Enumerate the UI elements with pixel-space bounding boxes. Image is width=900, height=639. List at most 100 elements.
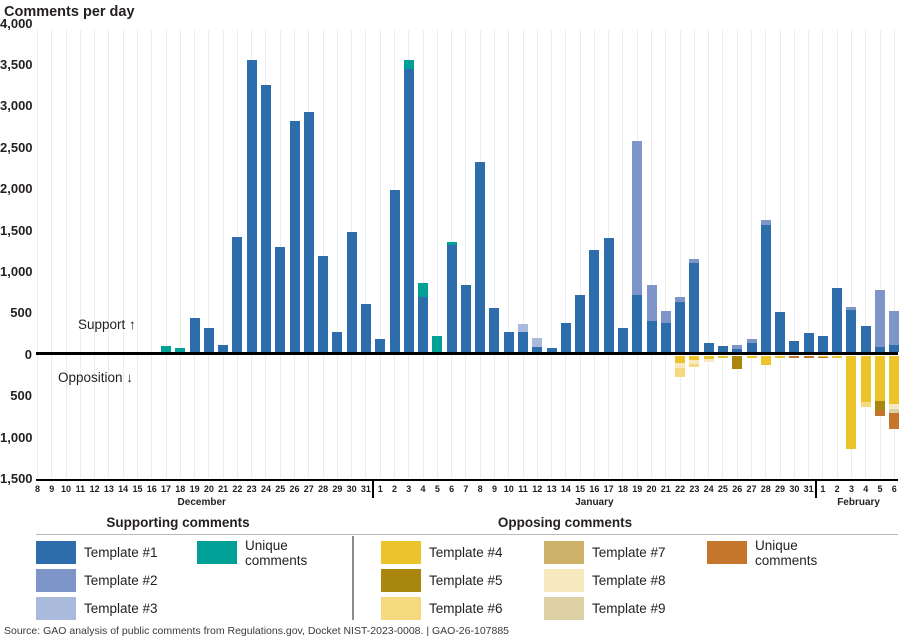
bar-segment-support-t1 xyxy=(560,322,571,353)
bar-segment-support-t1 xyxy=(846,309,857,353)
bar-segment-oppose-t6 xyxy=(689,363,700,368)
legend-swatch-t5 xyxy=(381,569,421,592)
day-gridline xyxy=(536,30,538,478)
bar-segment-oppose-uo xyxy=(875,409,886,416)
bar-segment-oppose-t4 xyxy=(703,355,714,359)
bar-segment-support-t1 xyxy=(518,331,529,353)
bar-segment-support-t1 xyxy=(389,190,400,353)
legend-swatch-t4 xyxy=(381,541,421,564)
bar-segment-oppose-t9 xyxy=(889,408,900,414)
bar-segment-support-t2 xyxy=(846,306,857,310)
bar-segment-oppose-t4 xyxy=(746,355,757,359)
bar-segment-oppose-uo xyxy=(889,413,900,430)
day-gridline xyxy=(679,30,681,478)
bar-segment-support-t2 xyxy=(746,339,757,343)
bar-segment-oppose-t4 xyxy=(817,355,828,357)
bar-segment-support-t2 xyxy=(889,310,900,346)
day-gridline xyxy=(751,30,752,478)
bar-segment-oppose-t5 xyxy=(875,401,886,410)
day-tick-label: 20 xyxy=(646,484,657,494)
day-gridline xyxy=(551,30,553,478)
bar-segment-support-t1 xyxy=(418,296,429,353)
day-tick-label: 29 xyxy=(775,484,786,494)
y-axis-tick-label: 2,500 xyxy=(0,139,33,155)
bar-segment-support-t1 xyxy=(360,303,371,353)
day-gridline xyxy=(465,30,467,478)
bar-segment-support-t1 xyxy=(346,231,357,353)
bar-segment-support-t2 xyxy=(675,296,686,302)
month-label: February xyxy=(837,497,880,508)
day-tick-label: 19 xyxy=(632,484,643,494)
day-tick-label: 16 xyxy=(146,484,157,494)
day-tick-label: 23 xyxy=(246,484,257,494)
bar-segment-support-t1 xyxy=(789,341,800,353)
day-tick-label: 1 xyxy=(377,484,383,494)
bar-segment-oppose-t6 xyxy=(860,401,871,407)
bar-segment-support-t1 xyxy=(460,284,471,353)
bar-segment-support-us xyxy=(418,282,429,297)
day-tick-label: 12 xyxy=(532,484,543,494)
day-tick-label: 4 xyxy=(863,484,869,494)
legend-label-t1: Template #1 xyxy=(84,545,158,560)
bar-segment-support-t1 xyxy=(232,237,243,353)
bar-segment-support-t1 xyxy=(503,331,514,353)
bar-segment-oppose-uo xyxy=(803,355,814,358)
bar-segment-support-t1 xyxy=(260,85,271,353)
day-tick-label: 18 xyxy=(175,484,186,494)
bar-segment-oppose-t4 xyxy=(875,355,886,402)
day-gridline xyxy=(108,30,110,478)
bar-segment-support-t1 xyxy=(732,348,743,353)
day-tick-label: 17 xyxy=(603,484,614,494)
month-label: January xyxy=(575,497,614,508)
bar-segment-support-t1 xyxy=(760,225,771,353)
day-tick-label: 19 xyxy=(189,484,200,494)
day-tick-label: 10 xyxy=(61,484,72,494)
y-axis-tick-label: 1,500 xyxy=(0,470,33,486)
bar-segment-support-t1 xyxy=(875,346,886,353)
bar-segment-support-t1 xyxy=(632,295,643,353)
day-gridline xyxy=(208,30,210,478)
day-gridline xyxy=(194,30,196,478)
day-tick-label: 4 xyxy=(420,484,426,494)
day-tick-label: 12 xyxy=(89,484,100,494)
legend-supporting-header: Supporting comments xyxy=(106,515,250,530)
day-gridline xyxy=(37,30,38,478)
day-tick-label: 3 xyxy=(406,484,412,494)
day-tick-label: 24 xyxy=(703,484,714,494)
day-tick-label: 26 xyxy=(732,484,743,494)
bar-segment-oppose-t6 xyxy=(675,367,686,377)
bar-segment-support-t2 xyxy=(875,290,886,347)
day-tick-label: 11 xyxy=(75,484,86,494)
bar-segment-oppose-t4 xyxy=(846,355,857,450)
bar-segment-oppose-t4 xyxy=(717,355,728,358)
bar-segment-support-t1 xyxy=(218,345,229,353)
day-gridline xyxy=(822,30,824,478)
bar-segment-support-t1 xyxy=(375,339,386,353)
day-tick-label: 30 xyxy=(346,484,357,494)
day-gridline xyxy=(793,30,795,478)
bar-segment-support-t1 xyxy=(860,326,871,353)
day-gridline xyxy=(565,30,567,478)
bar-segment-support-t1 xyxy=(189,317,200,353)
bar-segment-support-t1 xyxy=(717,346,728,353)
day-tick-label: 22 xyxy=(232,484,243,494)
y-axis-tick-label: 0 xyxy=(24,346,32,362)
day-gridline xyxy=(365,30,367,478)
day-gridline xyxy=(94,30,96,478)
day-gridline xyxy=(179,30,181,478)
day-tick-label: 27 xyxy=(303,484,314,494)
day-tick-label: 23 xyxy=(689,484,700,494)
day-tick-label: 6 xyxy=(449,484,455,494)
bar-segment-support-t1 xyxy=(803,332,814,353)
day-tick-label: 10 xyxy=(503,484,514,494)
bar-segment-oppose-t4 xyxy=(675,355,686,364)
bar-segment-support-t1 xyxy=(275,247,286,353)
bar-segment-support-t2 xyxy=(760,220,771,226)
zero-baseline xyxy=(36,352,898,355)
day-gridline xyxy=(79,30,81,478)
day-gridline xyxy=(508,30,510,478)
day-gridline xyxy=(579,30,581,478)
bar-segment-support-t1 xyxy=(817,335,828,353)
day-gridline xyxy=(165,30,167,478)
